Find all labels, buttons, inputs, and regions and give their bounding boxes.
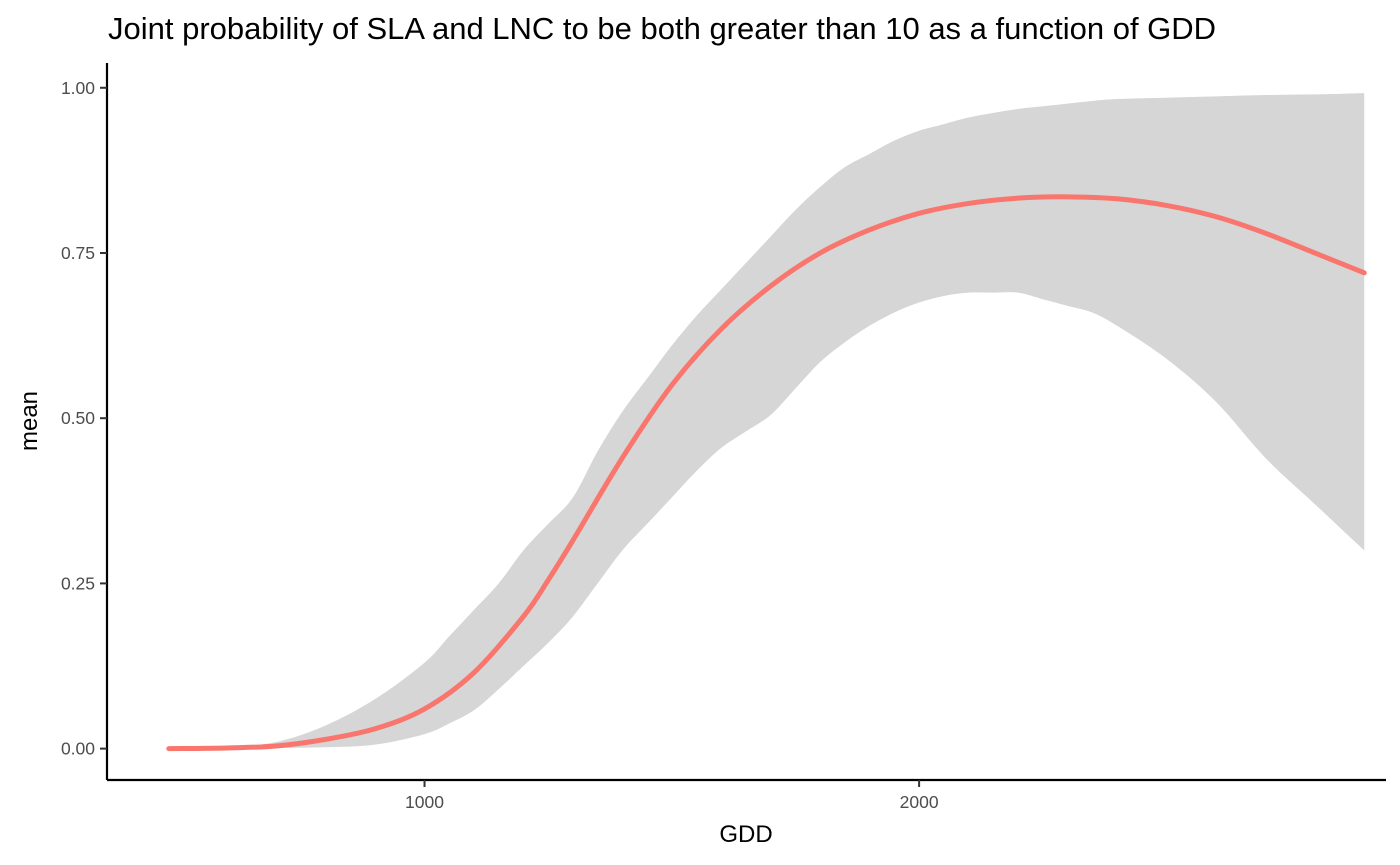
line-layer (166, 194, 1367, 752)
axes: 1000 2000 0.00 0.25 0.50 0.75 1.00 (61, 63, 1386, 812)
x-tick-label: 2000 (900, 792, 939, 812)
confidence-ribbon (168, 93, 1365, 749)
y-tick-label: 0.00 (61, 739, 95, 759)
x-axis-title: GDD (719, 821, 772, 848)
y-ticks: 0.00 0.25 0.50 0.75 1.00 (61, 78, 107, 759)
y-tick-label: 0.75 (61, 243, 95, 263)
x-tick-label: 1000 (405, 792, 444, 812)
plot-area (166, 93, 1367, 752)
x-ticks: 1000 2000 (405, 780, 939, 812)
y-axis-title: mean (16, 391, 43, 451)
y-tick-label: 1.00 (61, 78, 95, 98)
y-tick-label: 0.25 (61, 573, 95, 593)
ribbon-layer (168, 93, 1365, 749)
y-tick-label: 0.50 (61, 408, 95, 428)
chart-title: Joint probability of SLA and LNC to be b… (108, 11, 1216, 46)
mean-line (166, 194, 1367, 752)
